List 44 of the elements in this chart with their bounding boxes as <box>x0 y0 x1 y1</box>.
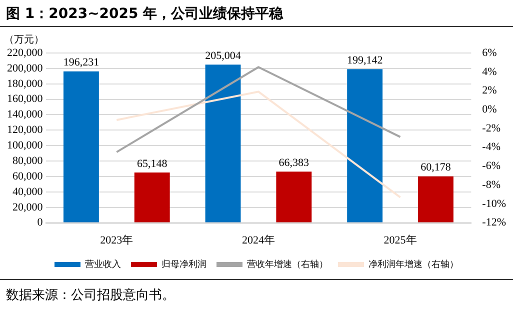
x-tick-label: 2023年 <box>100 234 134 246</box>
y-tick-label: 20,000 <box>12 201 44 214</box>
data-label: 199,142 <box>346 54 383 66</box>
y2-tick-label: -10% <box>482 198 506 210</box>
legend-label: 营收年增速（右轴） <box>247 258 328 270</box>
legend-label: 净利润年增速（右轴） <box>368 258 458 270</box>
legend-label: 营业收入 <box>85 258 121 270</box>
data-label: 66,383 <box>278 156 310 169</box>
bar <box>63 71 99 222</box>
y2-tick-label: -6% <box>482 160 500 172</box>
bar <box>276 172 312 222</box>
y2-tick-label: -2% <box>482 122 500 134</box>
y-tick-label: 200,000 <box>7 62 44 74</box>
x-tick-label: 2025年 <box>384 234 417 246</box>
y-tick-label: 0 <box>37 216 44 229</box>
y2-tick-label: -4% <box>482 141 500 154</box>
data-label: 205,004 <box>205 50 242 62</box>
y2-tick-label: -8% <box>482 178 500 191</box>
y2-tick-label: -12% <box>482 216 506 229</box>
data-label: 60,178 <box>420 162 452 174</box>
legend-label: 归母净利润 <box>162 258 206 270</box>
y-tick-label: 100,000 <box>7 140 44 152</box>
y-axis-title: （万元） <box>4 34 44 46</box>
y-tick-label: 220,000 <box>7 46 44 59</box>
source-note: 数据来源：公司招股意向书。 <box>0 279 513 310</box>
y2-tick-label: 6% <box>482 46 497 59</box>
y2-tick-label: 4% <box>482 66 497 78</box>
y-tick-label: 80,000 <box>12 154 44 167</box>
y-tick-label: 40,000 <box>12 186 44 198</box>
bar <box>347 69 383 222</box>
chart-title: 图 1：2023~2025 年，公司业绩保持平稳 <box>0 0 513 27</box>
y-tick-label: 180,000 <box>7 78 44 90</box>
bar <box>418 176 454 222</box>
data-label: 65,148 <box>136 158 168 170</box>
y2-tick-label: 0% <box>482 103 497 116</box>
y-tick-label: 60,000 <box>12 170 44 182</box>
y-tick-label: 160,000 <box>7 93 44 106</box>
data-label: 196,231 <box>63 56 100 69</box>
bar <box>134 172 170 222</box>
bar <box>205 64 241 222</box>
y-tick-label: 140,000 <box>7 108 44 121</box>
y2-tick-label: 2% <box>482 84 497 97</box>
y-tick-label: 120,000 <box>7 124 44 136</box>
x-tick-label: 2024年 <box>242 234 275 246</box>
